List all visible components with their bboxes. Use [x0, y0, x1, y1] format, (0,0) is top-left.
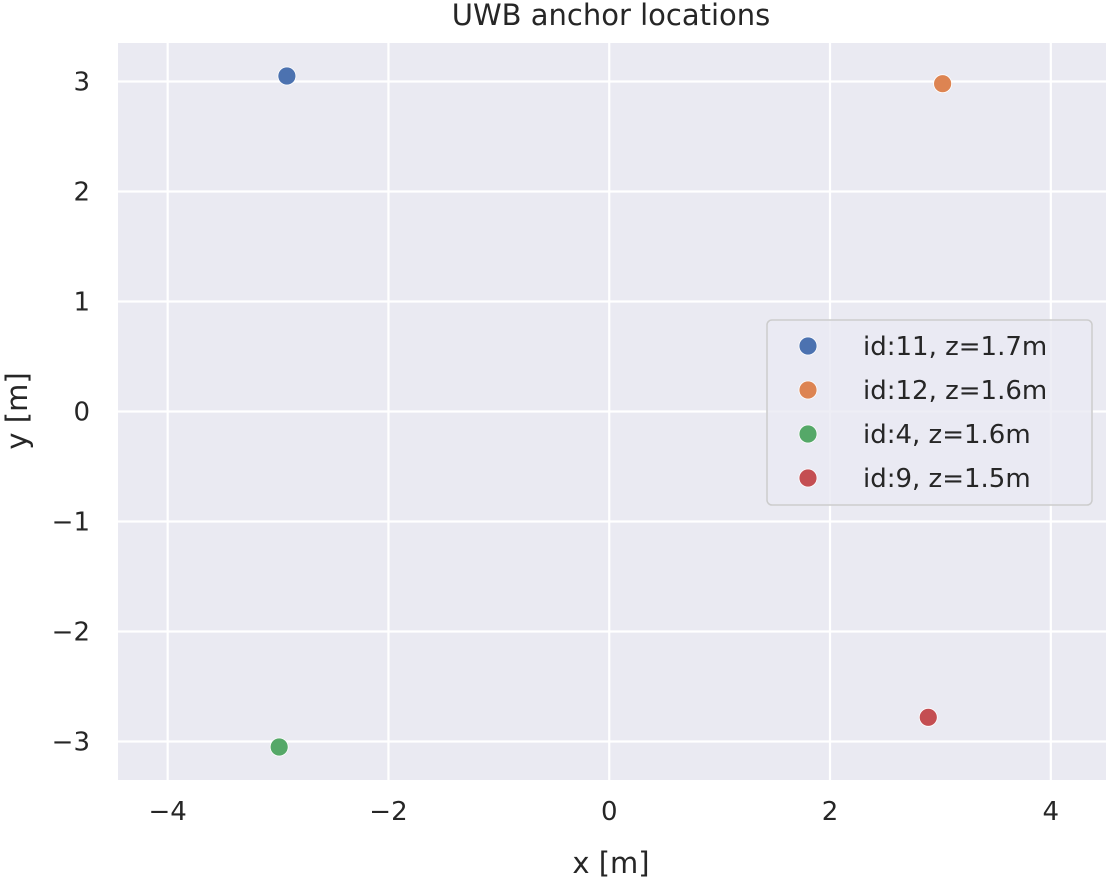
y-axis-label: y [m]	[0, 372, 34, 449]
x-tick-label: −4	[149, 797, 187, 827]
x-axis-label: x [m]	[572, 846, 649, 880]
tick-labels: −4 −2 0 2 4 −3 −2 −1 0 1 2 3	[52, 68, 1059, 828]
legend-label: id:11, z=1.7m	[863, 332, 1047, 362]
y-tick-label: 1	[73, 288, 90, 318]
x-tick-label: 0	[601, 797, 618, 827]
data-point	[918, 707, 938, 727]
y-tick-label: 0	[73, 398, 90, 428]
legend-marker	[798, 336, 818, 356]
y-tick-label: −3	[52, 728, 90, 758]
legend-marker	[798, 424, 818, 444]
data-point	[933, 74, 953, 94]
y-tick-label: −2	[52, 618, 90, 648]
legend-label: id:12, z=1.6m	[863, 376, 1047, 406]
x-tick-label: 2	[822, 797, 839, 827]
data-point	[269, 737, 289, 757]
data-points	[269, 66, 953, 757]
y-tick-label: 3	[73, 68, 90, 98]
legend-box	[766, 319, 1093, 506]
legend-label: id:4, z=1.6m	[863, 420, 1031, 450]
grid	[118, 43, 1106, 780]
y-tick-label: 2	[73, 178, 90, 208]
legend-label: id:9, z=1.5m	[863, 464, 1031, 494]
chart-title: UWB anchor locations	[452, 0, 771, 32]
x-tick-label: −2	[369, 797, 407, 827]
x-tick-label: 4	[1043, 797, 1060, 827]
data-point	[277, 66, 297, 86]
legend-marker	[798, 468, 818, 488]
legend-marker	[798, 380, 818, 400]
legend: id:11, z=1.7m id:12, z=1.6m id:4, z=1.6m id…	[766, 319, 1093, 506]
y-tick-label: −1	[52, 508, 90, 538]
